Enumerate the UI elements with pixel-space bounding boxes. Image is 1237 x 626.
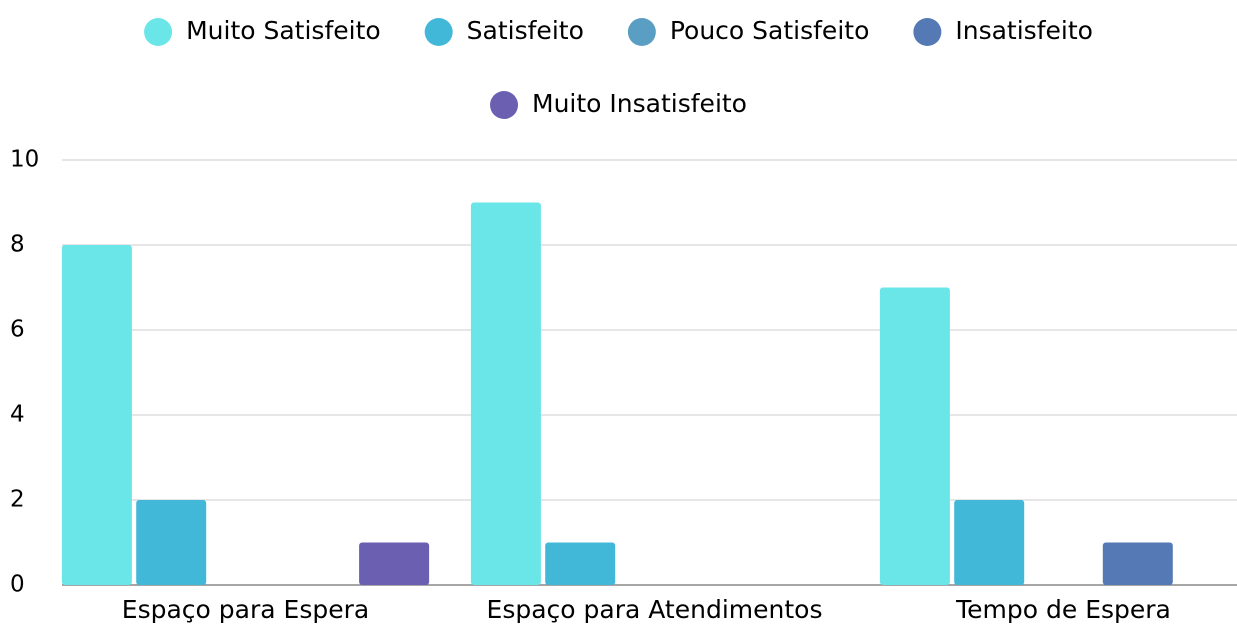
y-tick-label: 2 [10, 487, 25, 513]
bar [136, 500, 207, 585]
legend-swatch [913, 18, 942, 46]
legend-item: Insatisfeito [913, 16, 1093, 46]
legend-swatch [627, 18, 656, 46]
y-tick-label: 6 [10, 317, 25, 343]
legend-swatch [490, 91, 519, 119]
legend-swatch [144, 18, 173, 46]
bar [61, 245, 132, 585]
y-tick-label: 4 [10, 402, 25, 428]
legend-label: Muito Insatisfeito [532, 89, 747, 118]
legend-item: Satisfeito [424, 16, 584, 46]
x-tick-label: Espaço para Atendimentos [487, 595, 823, 624]
legend-label: Pouco Satisfeito [670, 16, 870, 45]
y-tick-label: 0 [10, 572, 25, 598]
legend-label: Insatisfeito [955, 16, 1093, 45]
y-tick-label: 10 [10, 147, 39, 173]
bar [1102, 542, 1173, 585]
bar [954, 500, 1025, 585]
legend-item: Muito Satisfeito [144, 16, 381, 46]
legend-label: Muito Satisfeito [186, 16, 381, 45]
bar [359, 542, 430, 585]
bar [470, 202, 541, 585]
legend-swatch [424, 18, 453, 46]
legend-label: Satisfeito [467, 16, 584, 45]
legend-item: Pouco Satisfeito [627, 16, 870, 46]
legend-item: Muito Insatisfeito [490, 89, 747, 119]
x-tick-label: Tempo de Espera [955, 595, 1171, 624]
bar [545, 542, 616, 585]
x-tick-label: Espaço para Espera [122, 595, 369, 624]
bar [879, 287, 950, 585]
y-tick-label: 8 [10, 232, 25, 258]
